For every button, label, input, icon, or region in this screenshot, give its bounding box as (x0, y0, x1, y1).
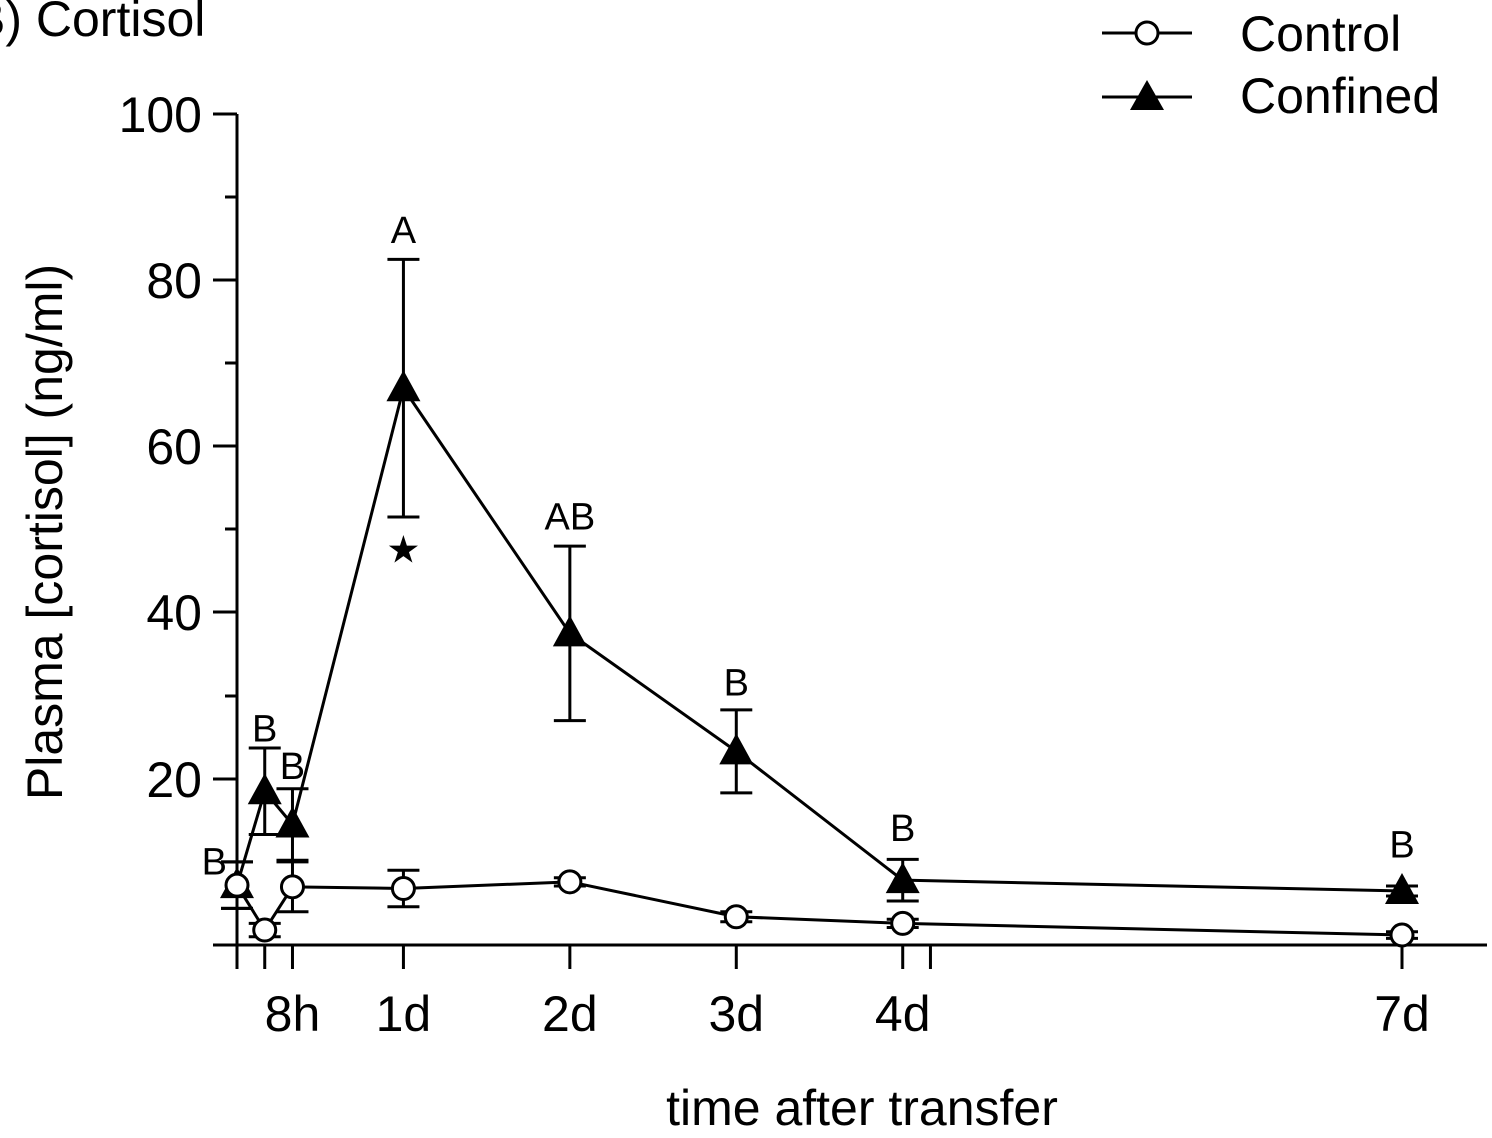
x-tick-label: 2d (542, 986, 598, 1042)
x-axis-title: time after transfer (666, 1080, 1058, 1136)
data-point-confined (386, 370, 421, 402)
legend-marker-control (1134, 20, 1160, 46)
y-tick-label-80: 80 (146, 253, 202, 309)
significance-letter: B (724, 663, 749, 705)
data-point-confined (247, 773, 282, 805)
data-point-control (390, 875, 416, 901)
legend-label-confined: Confined (1240, 68, 1440, 124)
significance-letter: B (1389, 825, 1414, 867)
significance-letter: B (252, 708, 277, 750)
series-line-confined (235, 386, 1403, 893)
significance-star: ★ (386, 530, 420, 572)
data-point-confined (552, 615, 587, 647)
legend: Control Confined (1102, 6, 1440, 124)
legend-label-control: Control (1240, 6, 1401, 62)
y-tick-label-60: 60 (146, 419, 202, 475)
x-ticks: 8h 1d 2d 3d 4d 7d (235, 945, 1430, 1042)
y-tick-label-100: 100 (119, 87, 202, 143)
y-tick-label-40: 40 (146, 585, 202, 641)
data-point-control (252, 917, 278, 943)
data-point-confined (1385, 872, 1419, 904)
chart-title: B) Cortisol (0, 0, 205, 47)
legend-marker-confined (1130, 80, 1164, 110)
x-tick-label: 7d (1374, 986, 1430, 1042)
significance-letter: B (890, 808, 915, 850)
data-point-control (557, 869, 583, 895)
series-confined (220, 257, 1419, 910)
data-point-confined (719, 733, 754, 765)
y-axis-title: Plasma [cortisol] (ng/ml) (17, 264, 73, 800)
data-point-control (723, 904, 749, 930)
y-axis: 100 80 60 40 20 Plasma [cortisol] (ng/ml… (17, 87, 239, 945)
x-tick-label: 4d (875, 986, 931, 1042)
series-control (221, 860, 1418, 948)
data-point-control (224, 872, 250, 898)
x-tick-label: 8h (265, 986, 321, 1042)
data-point-confined (885, 862, 920, 894)
significance-letter: AB (545, 497, 596, 539)
y-tick-label-20: 20 (146, 752, 202, 808)
data-point-control (1389, 922, 1415, 948)
data-point-control (279, 874, 305, 900)
data-point-control (890, 910, 916, 936)
x-tick-label: 1d (376, 986, 432, 1042)
significance-letter: B (280, 746, 305, 788)
data-point-confined (275, 806, 310, 838)
x-axis: 8h 1d 2d 3d 4d 7d time after transfer (213, 943, 1487, 1136)
significance-letter: A (391, 210, 417, 252)
x-tick-label: 3d (708, 986, 764, 1042)
significance-letter: B (202, 841, 227, 883)
